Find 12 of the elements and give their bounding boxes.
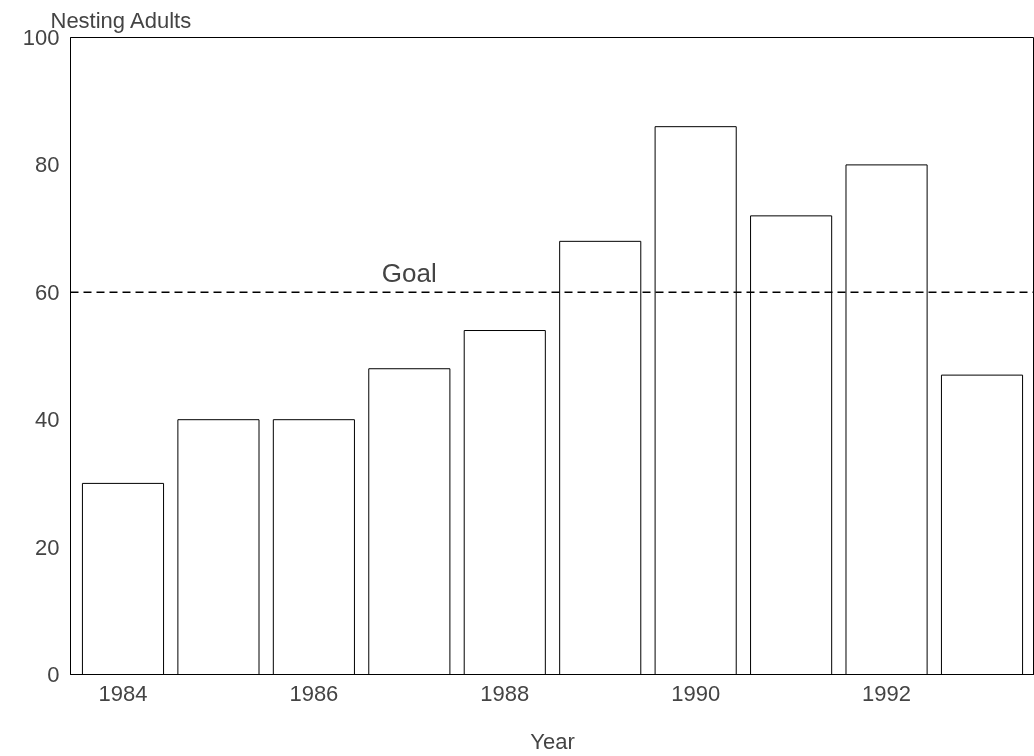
y-tick-label: 80 <box>35 152 60 178</box>
y-tick-label: 0 <box>47 662 60 687</box>
y-tick-label: 20 <box>35 534 60 560</box>
ref-line-label: Goal <box>381 258 437 289</box>
x-tick-label: 1986 <box>289 680 339 706</box>
y-tick-label: 60 <box>35 279 60 305</box>
x-axis-title: Year <box>530 728 575 754</box>
x-tick-label: 1990 <box>671 680 721 706</box>
y-tick-label: 40 <box>35 407 60 433</box>
x-tick-label: 1984 <box>98 680 148 706</box>
x-tick-label: 1992 <box>862 680 912 706</box>
x-tick-label: 1988 <box>480 680 530 706</box>
